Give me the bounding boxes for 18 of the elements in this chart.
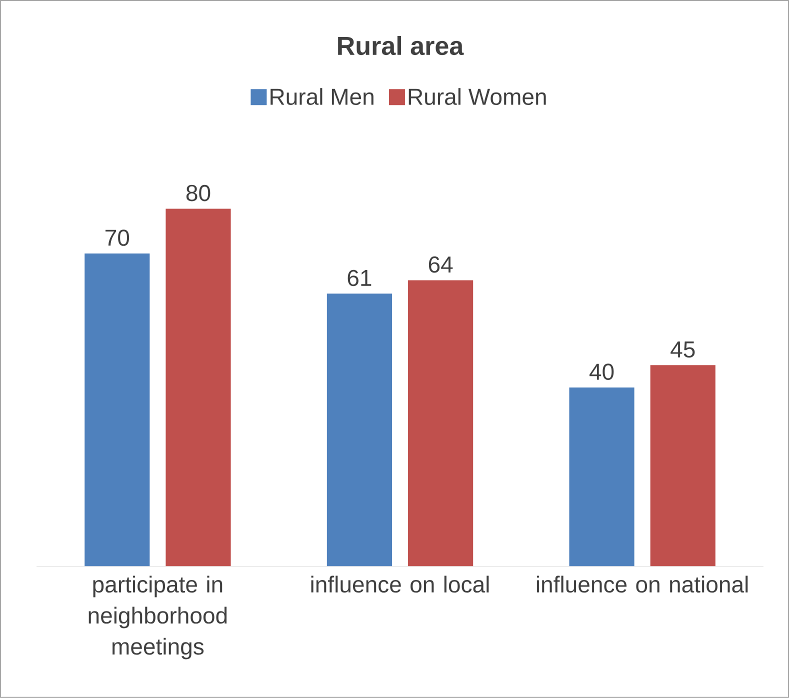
x-tick-label: influence on national	[536, 576, 748, 593]
data-label: 80	[186, 184, 210, 202]
x-tick-label: influence on local	[311, 576, 489, 593]
data-label: 70	[106, 230, 130, 246]
bar	[408, 280, 474, 566]
bar	[569, 388, 634, 566]
bar	[650, 365, 716, 566]
legend-label: Rural Men	[270, 88, 374, 106]
legend-label: Rural Women	[408, 88, 546, 106]
chart-title: Rural area	[338, 36, 464, 56]
data-label: 45	[670, 342, 695, 358]
x-tick-label: participate in neighborhood meetings	[88, 576, 227, 660]
bar	[326, 294, 392, 566]
data-label: 40	[589, 364, 614, 380]
bar	[166, 208, 231, 566]
data-label: 61	[348, 270, 372, 286]
data-label: 64	[428, 256, 453, 273]
bar	[84, 254, 150, 566]
